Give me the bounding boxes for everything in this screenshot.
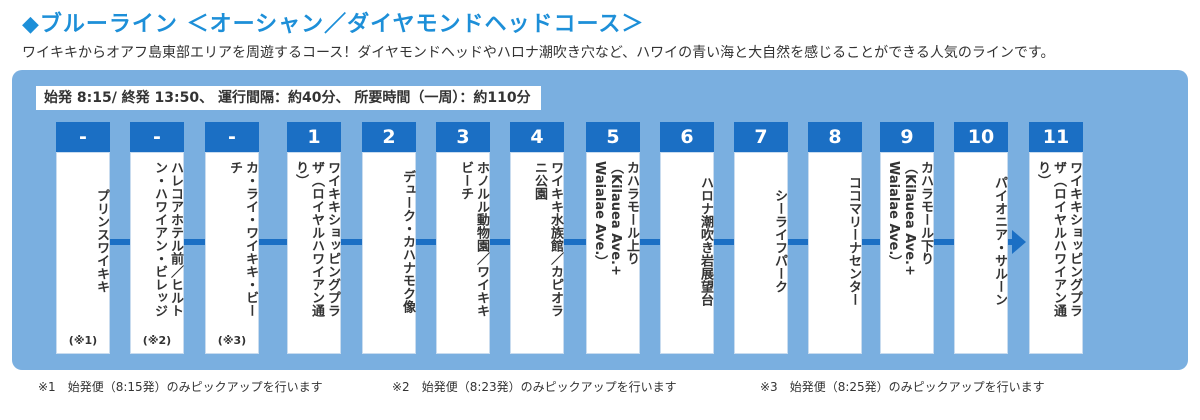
stop-name: カハラモール下り（Kilauea Ave.+ Waialae Ave.） [886,161,933,276]
stop-name: プリンスワイキキ [94,189,109,293]
stop-name: シーライフパーク [772,189,787,293]
stop-card: シーライフパーク [734,152,788,354]
stop-number: 2 [362,122,416,152]
stop-11[interactable]: 11 ワイキキショッピングプラザ（ロイヤルハワイアン通り） [1029,122,1083,354]
route-panel: 始発 8:15/ 終発 13:50、 運行間隔：約40分、 所要時間（一周）：約… [12,70,1188,370]
footnote-3: ※3 始発便（8:25発）のみピックアップを行います [760,380,1045,394]
stop-4[interactable]: 4 ワイキキ水族館／カピオラニ公園 [510,122,564,354]
stop-10[interactable]: 10 パイオニア・サルーン [954,122,1008,354]
route-description: ワイキキからオアフ島東部エリアを周遊するコース！ダイヤモンドヘッドやハロナ潮吹き… [22,45,1055,61]
stop-note: (※2) [142,334,172,347]
stop-card: カハラモール下り（Kilauea Ave.+ Waialae Ave.） [880,152,934,354]
stop-name: ホノルル動物園／ワイキキビーチ [458,161,489,317]
stop-card: ハレコアホテル前／ヒルトン・ハワイアン・ビレッジ (※2) [130,152,184,354]
stop-name: パイオニア・サルーン [992,176,1007,306]
stop-8[interactable]: 8 ココマリーナセンター [808,122,862,354]
stop-card: ココマリーナセンター [808,152,862,354]
stop-name: ワイキキ水族館／カピオラニ公園 [532,161,563,317]
page-title: ◆ブルーライン ＜オーシャン／ダイヤモンドヘッドコース＞ [22,12,645,37]
stop-1[interactable]: 1 ワイキキショッピングプラザ（ロイヤルハワイアン通り） [287,122,341,354]
stop-card: カハラモール上り（Kilauea Ave.+ Waialae Ave.） [586,152,640,354]
stop-number: 1 [287,122,341,152]
stop-7[interactable]: 7 シーライフパーク [734,122,788,354]
stop-number: 6 [660,122,714,152]
stop-9[interactable]: 9 カハラモール下り（Kilauea Ave.+ Waialae Ave.） [880,122,934,354]
stop-card: カ・ライ・ワイキキ・ビーチ (※3) [205,152,259,354]
stop-name: カ・ライ・ワイキキ・ビーチ [227,161,258,317]
stop-card: プリンスワイキキ (※1) [56,152,110,354]
stop-name: カハラモール上り（Kilauea Ave.+ Waialae Ave.） [592,161,639,276]
stop-2[interactable]: 2 デューク・カハナモク像 [362,122,416,354]
stop-prince-waikiki[interactable]: - プリンスワイキキ (※1) [56,122,110,354]
stop-card: ハロナ潮吹き岩展望台 [660,152,714,354]
stop-number: - [130,122,184,152]
stop-number: - [56,122,110,152]
stop-hale-koa[interactable]: - ハレコアホテル前／ヒルトン・ハワイアン・ビレッジ (※2) [130,122,184,354]
stop-card: デューク・カハナモク像 [362,152,416,354]
stop-number: 5 [586,122,640,152]
stop-number: 8 [808,122,862,152]
stop-number: 3 [436,122,490,152]
route-arrow-icon [1012,230,1026,254]
footnote-2: ※2 始発便（8:23発）のみピックアップを行います [392,380,677,394]
stop-number: 4 [510,122,564,152]
stop-name: ココマリーナセンター [846,176,861,306]
stop-card: ワイキキ水族館／カピオラニ公園 [510,152,564,354]
stop-5[interactable]: 5 カハラモール上り（Kilauea Ave.+ Waialae Ave.） [586,122,640,354]
stop-card: ワイキキショッピングプラザ（ロイヤルハワイアン通り） [287,152,341,354]
stop-card: ワイキキショッピングプラザ（ロイヤルハワイアン通り） [1029,152,1083,354]
stop-number: 10 [954,122,1008,152]
footnote-1: ※1 始発便（8:15発）のみピックアップを行います [38,380,323,394]
stop-name: デューク・カハナモク像 [400,169,415,313]
stop-name: ハレコアホテル前／ヒルトン・ハワイアン・ビレッジ [152,161,183,317]
stop-ka-lai[interactable]: - カ・ライ・ワイキキ・ビーチ (※3) [205,122,259,354]
schedule-info: 始発 8:15/ 終発 13:50、 運行間隔：約40分、 所要時間（一周）：約… [36,86,541,110]
stop-note: (※1) [68,334,98,347]
stop-6[interactable]: 6 ハロナ潮吹き岩展望台 [660,122,714,354]
stop-name: ハロナ潮吹き岩展望台 [698,176,713,306]
stop-card: パイオニア・サルーン [954,152,1008,354]
stop-card: ホノルル動物園／ワイキキビーチ [436,152,490,354]
stop-number: - [205,122,259,152]
stop-note: (※3) [217,334,247,347]
stop-number: 7 [734,122,788,152]
stop-name: ワイキキショッピングプラザ（ロイヤルハワイアン通り） [1035,161,1082,317]
stop-name: ワイキキショッピングプラザ（ロイヤルハワイアン通り） [293,161,340,317]
stop-number: 11 [1029,122,1083,152]
stop-number: 9 [880,122,934,152]
stop-3[interactable]: 3 ホノルル動物園／ワイキキビーチ [436,122,490,354]
